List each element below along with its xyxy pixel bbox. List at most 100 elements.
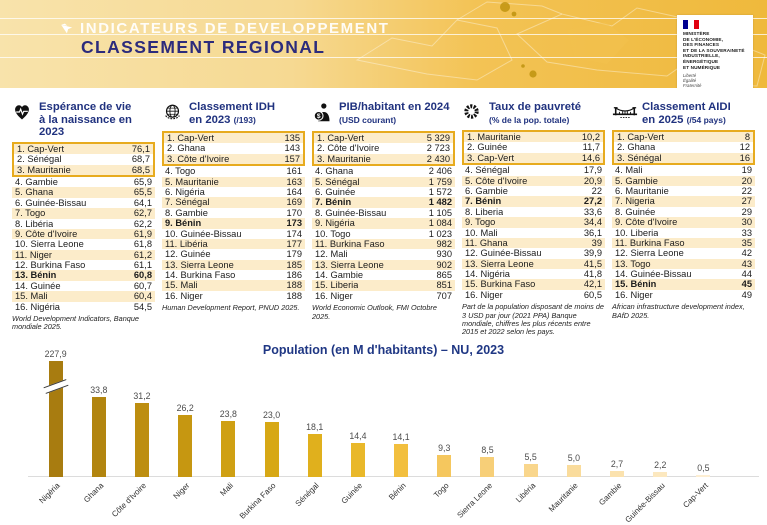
value-label: 43: [741, 258, 752, 269]
table-row: 3. Côte d'Ivoire 157: [164, 153, 303, 165]
top3-highlight-box: 1. Cap-Vert 76,1 2. Sénégal 68,7 3. Mauritan…: [12, 141, 155, 177]
value-label: 33: [741, 227, 752, 238]
table-row: 1. Cap-Vert 5 329: [314, 133, 453, 144]
value-label: 1 023: [428, 228, 452, 239]
country-label: 13. Sierra Leone: [165, 259, 234, 270]
country-label: 13. Sierra Leone: [465, 258, 534, 269]
population-bar: 2,7: [610, 459, 625, 478]
table-row: 8. Guinée 29: [612, 207, 755, 217]
top3-highlight-box: 1. Cap-Vert 5 329 2. Côte d'Ivoire 2 723 3. …: [312, 131, 455, 167]
table-row: 4. Ghana 2 406: [312, 166, 455, 176]
value-label: 865: [436, 270, 452, 281]
bar-slot: 31,2 Côte d'Ivoire: [110, 355, 163, 519]
population-bar: 14,4: [349, 431, 366, 478]
table-row: 7. Togo 62,7: [12, 208, 155, 219]
table-row: 5. Sénégal 1 759: [312, 176, 455, 187]
table-row: 14. Nigéria 41,8: [462, 269, 605, 279]
table-row: 11. Burkina Faso 35: [612, 237, 755, 249]
table-row: 5. Mauritanie 163: [162, 176, 305, 187]
value-label: 930: [436, 249, 452, 260]
value-label: 1 759: [428, 176, 452, 187]
country-label: 15. Burkina Faso: [465, 279, 536, 290]
table-title-note: (% de la pop. totale): [489, 114, 570, 125]
value-label: 174: [286, 228, 302, 239]
value-label: 164: [286, 186, 302, 197]
bar-value-label: 2,7: [610, 459, 624, 470]
table-row: 7. Bénin 27,2: [462, 196, 605, 207]
value-label: 41,8: [583, 269, 602, 280]
top3-highlight-box: 1. Cap-Vert 8 2. Ghana 12 3. Sénégal 16: [612, 130, 755, 166]
value-label: 68,7: [131, 154, 150, 165]
value-label: 45: [741, 279, 752, 290]
country-label: 14. Guinée: [15, 280, 61, 291]
country-label: 7. Togo: [15, 208, 46, 219]
value-label: 34,4: [583, 217, 602, 228]
table-row: 1. Mauritanie 10,2: [464, 132, 603, 143]
bar-category-label: Niger: [171, 481, 192, 502]
country-label: 9. Côte d'Ivoire: [15, 228, 78, 239]
country-label: 6. Guinée-Bissau: [15, 197, 87, 208]
table-row: 16. Niger 60,5: [462, 290, 605, 300]
country-label: 8. Gambie: [165, 207, 208, 218]
population-bar: 5,5: [523, 452, 538, 478]
table-row: 14. Burkina Faso 186: [162, 270, 305, 280]
table-row: 12. Mali 930: [312, 249, 455, 259]
bar-value-label: 26,2: [176, 403, 194, 414]
country-label: 1. Cap-Vert: [617, 132, 665, 142]
population-bar: 2,2: [653, 460, 668, 478]
table-row: 16. Niger 49: [612, 290, 755, 300]
value-label: 22: [741, 185, 752, 196]
value-label: 61,8: [133, 239, 152, 250]
table-row: 2. Côte d'Ivoire 2 723: [314, 143, 453, 153]
country-label: 2. Ghana: [617, 142, 656, 153]
country-label: 3. Sénégal: [617, 152, 662, 163]
country-label: 2. Guinée: [467, 142, 508, 153]
bar-value-label: 31,2: [133, 391, 151, 402]
bar-category-label: Sénégal: [293, 481, 322, 509]
country-label: 5. Côte d'Ivoire: [465, 175, 528, 186]
country-label: 8. Guinée-Bissau: [315, 207, 387, 218]
bar-value-label: 18,1: [306, 422, 324, 433]
country-label: 16. Niger: [465, 289, 503, 300]
table-row: 11. Ghana 39: [462, 237, 605, 249]
header-rule-bottom: [0, 57, 767, 58]
bar-slot: 227,9 Nigéria: [34, 349, 77, 506]
bar-slot: 23,0 Burkina Faso: [238, 355, 293, 521]
population-bar: 227,9: [43, 349, 69, 478]
value-label: 62,2: [133, 218, 152, 229]
table-row: 2. Sénégal 68,7: [14, 154, 153, 164]
value-label: 177: [286, 238, 302, 249]
bar-value-label: 33,8: [90, 385, 108, 396]
table-row: 15. Burkina Faso 42,1: [462, 279, 605, 290]
cursor-icon: [60, 22, 73, 35]
heart-pulse-icon: [12, 101, 35, 127]
table-pib-habitant: $ PIB/habitant en 2024 (USD courant) 1. Cap…: [312, 101, 455, 336]
value-label: 62,7: [133, 208, 152, 219]
bar-category-label: Guinée: [339, 481, 365, 507]
country-label: 7. Bénin: [315, 197, 352, 208]
country-label: 3. Mauritanie: [317, 153, 371, 164]
table-classement-aidi: Classement AIDI en 2025 (/54 pays) 1. Cap-…: [612, 101, 755, 336]
table-title-note: (/193): [233, 114, 256, 125]
country-label: 10. Togo: [315, 228, 351, 239]
table-row: 9. Côte d'Ivoire 61,9: [12, 228, 155, 240]
population-chart: Population (en M d'habitants) – NU, 2023…: [0, 336, 767, 525]
table-row: 10. Sierra Leone 61,8: [12, 239, 155, 249]
table-title-note: (/54 pays): [686, 114, 726, 125]
ministry-name-line: INDUSTRIELLE, ÉNERGÉTIQUE: [683, 53, 720, 64]
value-label: 902: [436, 259, 452, 270]
country-label: 2. Ghana: [167, 143, 206, 154]
country-label: 14. Guinée-Bissau: [615, 269, 692, 280]
table-row: 15. Liberia 851: [312, 280, 455, 291]
country-label: 7. Nigeria: [615, 196, 655, 207]
bar-category-label: Mali: [217, 481, 235, 499]
table-row: 8. Liberia 33,6: [462, 207, 605, 217]
header-rule-top: [0, 18, 767, 19]
table-row: 4. Sénégal 17,9: [462, 165, 605, 175]
bar-slot: 8,5 Sierra Leone: [455, 355, 509, 520]
bar-slot: 2,7 Gambie: [595, 355, 638, 508]
value-label: 30: [741, 217, 752, 228]
value-label: 68,5: [131, 164, 150, 175]
table-row: 16. Niger 188: [162, 291, 305, 301]
